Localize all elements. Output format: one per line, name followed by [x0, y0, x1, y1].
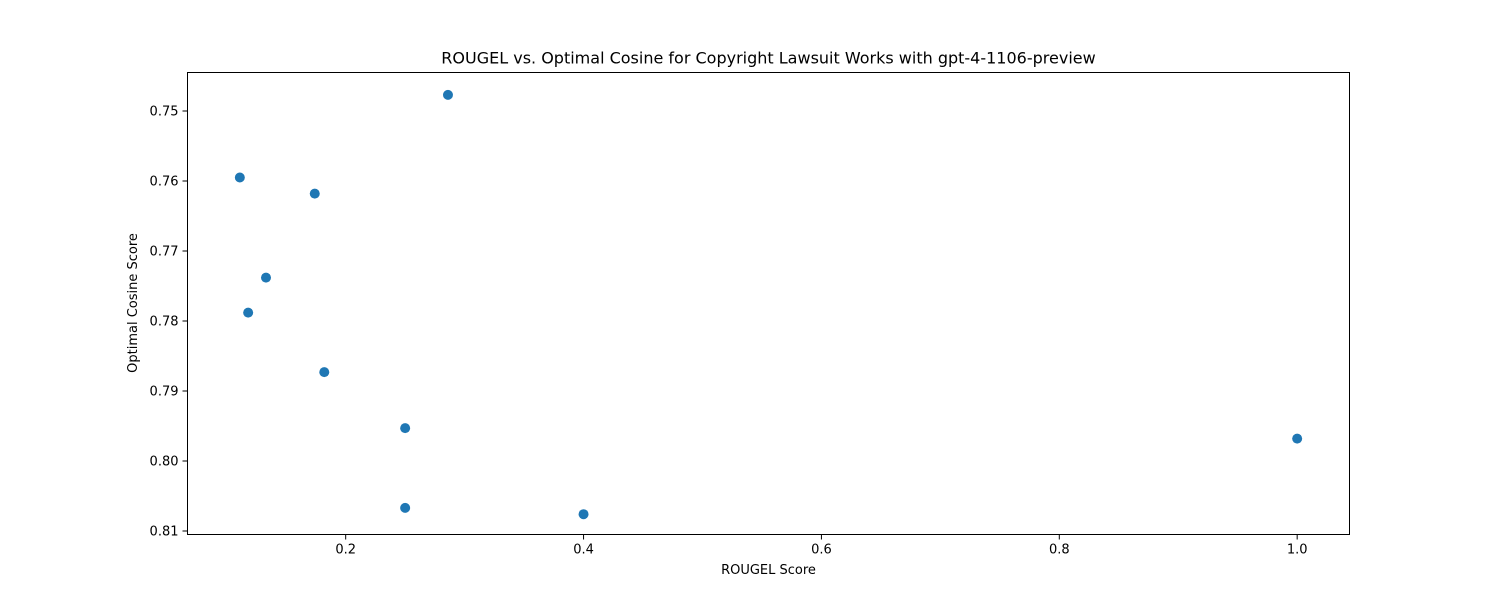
plot-frame: [187, 72, 1350, 535]
y-tick-label: 0.81: [150, 525, 179, 540]
x-axis: 0.2 0.4 0.6 0.8 1.0: [335, 534, 1308, 558]
x-tick-label: 0.8: [1049, 543, 1070, 558]
data-point: [260, 272, 271, 283]
y-tick-label: 0.75: [150, 105, 179, 120]
data-point: [400, 502, 411, 513]
data-point: [1292, 433, 1303, 444]
data-point: [309, 188, 320, 199]
data-point: [234, 172, 245, 183]
x-tick-label: 0.6: [811, 543, 832, 558]
data-point: [319, 367, 330, 378]
y-tick-label: 0.78: [150, 315, 179, 330]
data-point: [442, 89, 453, 100]
data-point: [578, 509, 589, 520]
data-points: [234, 89, 1303, 520]
y-tick-label: 0.79: [150, 385, 179, 400]
data-point: [400, 423, 411, 434]
y-axis-label: Optimal Cosine Score: [126, 233, 141, 373]
x-tick-label: 0.4: [573, 543, 594, 558]
x-tick-label: 0.2: [335, 543, 356, 558]
x-tick-label: 1.0: [1287, 543, 1308, 558]
y-tick-label: 0.80: [150, 455, 179, 470]
chart-title: ROUGEL vs. Optimal Cosine for Copyright …: [441, 49, 1095, 68]
y-tick-label: 0.76: [150, 175, 179, 190]
y-tick-label: 0.77: [150, 245, 179, 260]
y-axis: 0.75 0.76 0.77 0.78 0.79 0.80 0.81: [150, 105, 188, 540]
x-axis-label: ROUGEL Score: [721, 563, 816, 578]
data-point: [243, 307, 254, 318]
